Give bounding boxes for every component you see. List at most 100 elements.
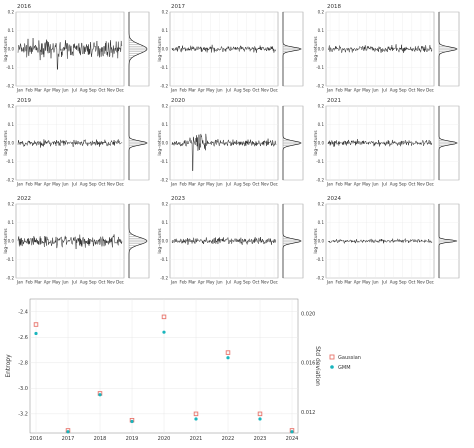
point-gaussian [257, 411, 263, 417]
y-tick-label: -0.2 [160, 276, 168, 281]
x-tick-label: Jun [61, 280, 69, 285]
density-curve [128, 12, 148, 86]
x-tick-label: Jun [371, 280, 379, 285]
x-tick-label: May [206, 280, 215, 285]
x-tick-label: Nov [107, 280, 115, 285]
y-tick-label: -0.1 [316, 159, 324, 164]
panel-2017: 2017 -0.2 -0.1 0.0 0.1 0.2 Jan Feb Mar Apr May Jun J… [157, 4, 304, 93]
x-tick-label: Aug [234, 182, 242, 187]
log-returns-line [171, 133, 277, 171]
x-tick-label: Sep [243, 182, 251, 187]
x-tick-label: Feb [180, 88, 188, 93]
y-right-tick-label: 0.012 [301, 410, 315, 416]
x-tick-label: Nov [107, 88, 115, 93]
legend-marker [330, 365, 334, 369]
x-tick-label: Jan [170, 280, 178, 285]
x-tick-label: Apr [44, 88, 51, 93]
x-tick-label: Jun [371, 182, 379, 187]
x-tick-label: Feb [180, 280, 188, 285]
x-tick-label: Mar [34, 182, 42, 187]
x-tick-label: May [206, 182, 215, 187]
x-tick-label: 2022 [222, 436, 235, 442]
x-tick-label: 2018 [94, 436, 107, 442]
y-tick-label: -0.2 [316, 276, 324, 281]
panel-title: 2024 [327, 196, 341, 202]
panel-title: 2020 [171, 98, 185, 104]
x-tick-label: Jan [326, 88, 334, 93]
point-gaussian [33, 322, 39, 327]
x-tick-label: Mar [188, 182, 196, 187]
density-histogram [283, 136, 300, 150]
x-tick-label: Nov [261, 280, 269, 285]
x-tick-label: Jan [16, 182, 24, 187]
legend-label: Gaussian [338, 355, 361, 361]
y-tick-label: -3.0 [18, 386, 28, 392]
x-tick-label: Dec [270, 88, 278, 93]
point-gmm [34, 331, 38, 336]
x-tick-label: Oct [408, 182, 415, 187]
x-tick-label: Nov [261, 182, 269, 187]
y-tick-label: 0.2 [318, 10, 325, 15]
x-tick-label: Jan [326, 182, 334, 187]
y-axis-label: log–returns [3, 130, 9, 156]
x-tick-label: Oct [408, 88, 415, 93]
y-tick-label: 0.1 [162, 220, 169, 225]
x-tick-label: Jul [71, 280, 77, 285]
log-returns-line [17, 38, 123, 70]
panel-title: 2017 [171, 4, 185, 10]
y-tick-label: -0.2 [6, 84, 14, 89]
x-tick-label: Jul [225, 182, 231, 187]
point-gmm [66, 430, 70, 434]
x-tick-label: Feb [26, 182, 34, 187]
x-tick-label: Mar [344, 88, 352, 93]
y-tick-label: 0.0 [318, 141, 325, 146]
y-axis-label: log–returns [3, 228, 9, 254]
y-tick-label: 0.0 [8, 141, 15, 146]
panel-2019: 2019 -0.2 -0.1 0.0 0.1 0.2 Jan Feb Mar Apr May Jun J… [3, 98, 150, 187]
y-tick-label: 0.2 [318, 202, 325, 207]
x-tick-label: Feb [336, 182, 344, 187]
panel-title: 2019 [17, 98, 31, 104]
x-tick-label: Sep [89, 182, 97, 187]
x-tick-label: Apr [354, 88, 361, 93]
log-returns-line [171, 237, 277, 245]
x-tick-label: Jul [71, 88, 77, 93]
x-tick-label: Oct [98, 280, 105, 285]
x-tick-label: Jun [61, 88, 69, 93]
x-tick-label: Jan [170, 182, 178, 187]
y-tick-label: -0.1 [6, 257, 14, 262]
log-returns-line [327, 44, 433, 54]
x-tick-label: Sep [89, 88, 97, 93]
density-curve [282, 204, 302, 278]
y-axis-label: log–returns [313, 36, 319, 62]
x-tick-label: Oct [252, 88, 259, 93]
y-right-tick-label: 0.016 [301, 361, 315, 367]
x-tick-label: Dec [270, 280, 278, 285]
y-tick-label: -2.6 [18, 335, 28, 341]
y-tick-label: 0.2 [162, 10, 169, 15]
x-tick-label: Nov [107, 182, 115, 187]
x-tick-label: Oct [408, 280, 415, 285]
x-tick-label: Mar [344, 182, 352, 187]
y-tick-label: -0.1 [316, 65, 324, 70]
x-tick-label: Aug [390, 88, 398, 93]
x-tick-label: Jul [71, 182, 77, 187]
y-tick-label: 0.1 [162, 28, 169, 33]
y-tick-label: -0.2 [160, 178, 168, 183]
x-tick-label: Aug [80, 280, 88, 285]
density-curve [128, 204, 148, 278]
x-tick-label: Apr [198, 280, 205, 285]
y-tick-label: 0.0 [162, 239, 169, 244]
x-tick-label: Sep [243, 280, 251, 285]
panel-title: 2018 [327, 4, 341, 10]
y-tick-label: -0.2 [6, 276, 14, 281]
panel-2024: 2024 -0.2 -0.1 0.0 0.1 0.2 Jan Feb Mar Apr May Jun J… [313, 196, 460, 285]
point-gmm [226, 356, 230, 360]
panel-2020: 2020 -0.2 -0.1 0.0 0.1 0.2 Jan Feb Mar Apr May Jun J… [157, 98, 304, 187]
y-tick-label: 0.1 [8, 122, 15, 127]
x-tick-label: May [206, 88, 215, 93]
x-tick-label: Feb [26, 280, 34, 285]
y-tick-label: 0.0 [8, 239, 15, 244]
y-axis-label: log–returns [3, 36, 9, 62]
